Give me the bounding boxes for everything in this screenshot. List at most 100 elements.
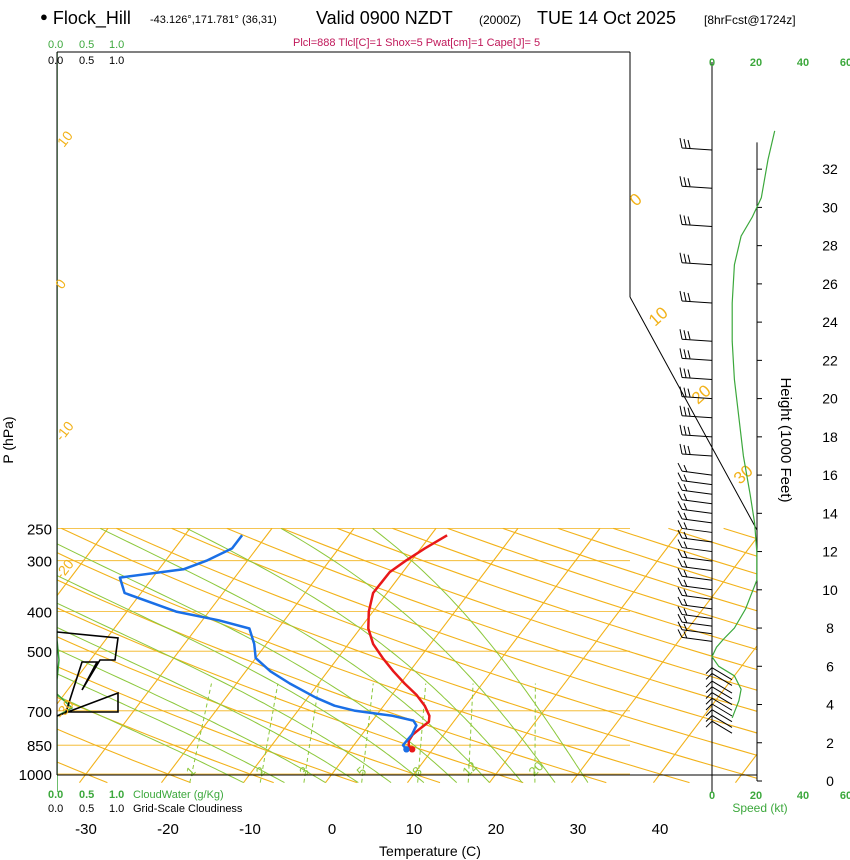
dry-adiabat-line bbox=[61, 527, 757, 779]
wind-barb bbox=[679, 443, 713, 457]
dry-adiabat-label: 30 bbox=[730, 461, 757, 488]
dry-adiabat-line bbox=[116, 527, 757, 756]
pressure-tick-label: 400 bbox=[27, 605, 52, 622]
height-tick-label: 8 bbox=[826, 620, 834, 636]
wind-barb bbox=[677, 529, 713, 543]
dry-adiabat-line bbox=[57, 552, 690, 784]
height-tick-label: 22 bbox=[822, 352, 838, 368]
cloudiness-scale-label: Grid-Scale Cloudiness bbox=[133, 803, 243, 815]
isotherm-line bbox=[489, 528, 683, 783]
cloud-scales: 0.0 0.5 1.0 CloudWater (g/Kg) 0.0 0.5 1.0 Grid-… bbox=[48, 789, 243, 815]
bottom-cloudwater-tick: 0.5 bbox=[79, 789, 94, 801]
speed-bottom-tick: 60 bbox=[840, 790, 850, 802]
dry-adiabat-line bbox=[613, 527, 757, 575]
temperature-tick-label: 30 bbox=[570, 821, 587, 838]
temperature-tick-label: -30 bbox=[75, 821, 97, 838]
forecast-info: [8hrFcst@1724z] bbox=[704, 13, 796, 27]
wind-barb bbox=[679, 367, 713, 380]
bottom-cloudiness-tick: 0.0 bbox=[48, 803, 63, 815]
dry-adiabat-line bbox=[171, 527, 757, 734]
top-cloudiness-tick: 1.0 bbox=[109, 55, 124, 67]
wind-barb bbox=[677, 558, 713, 572]
height-axis-label: Height (1000 Feet) bbox=[777, 377, 794, 502]
station-coords: -43.126°,171.781° (36,31) bbox=[150, 14, 277, 26]
speed-bottom-tick: 20 bbox=[750, 790, 762, 802]
wind-barb bbox=[677, 596, 713, 610]
station-name: Flock_Hill bbox=[52, 8, 131, 28]
cloudiness-line bbox=[57, 631, 119, 717]
wind-barb bbox=[677, 491, 713, 505]
dry-adiabat-line bbox=[668, 527, 757, 557]
isotherm-line bbox=[653, 644, 757, 783]
wind-barb bbox=[677, 481, 713, 495]
mixing-ratio-label: 2 bbox=[253, 764, 269, 780]
isotherm-label: 0 bbox=[52, 276, 70, 292]
height-tick-label: 6 bbox=[826, 658, 834, 674]
wind-barb bbox=[679, 176, 713, 189]
dry-adiabat-label: 0 bbox=[626, 190, 646, 210]
wind-barb bbox=[679, 424, 713, 438]
mixing-ratio-line bbox=[361, 683, 374, 783]
wind-barb bbox=[705, 715, 733, 728]
moist-adiabat-line bbox=[57, 626, 359, 784]
top-cloudwater-tick: 1.0 bbox=[109, 39, 124, 51]
isotherm-line bbox=[0, 528, 26, 782]
surface-dewpoint-dot bbox=[403, 746, 410, 753]
bottom-cloudiness-tick: 0.5 bbox=[79, 803, 94, 815]
isotherm-line bbox=[407, 528, 601, 783]
isotherm-line bbox=[161, 528, 355, 783]
wind-barb bbox=[705, 703, 733, 717]
moist-adiabat-line bbox=[57, 602, 392, 784]
y-axis-label: P (hPa) bbox=[0, 416, 16, 463]
speed-top-tick: 40 bbox=[797, 57, 809, 69]
wind-barb bbox=[705, 667, 733, 681]
dry-adiabat-line bbox=[57, 665, 358, 784]
isotherm-label: -10 bbox=[52, 418, 77, 444]
height-tick-label: 12 bbox=[822, 544, 838, 560]
height-tick-label: 4 bbox=[826, 697, 834, 713]
wind-barb bbox=[677, 539, 713, 553]
height-tick-label: 2 bbox=[826, 735, 834, 751]
speed-top-tick: 0 bbox=[709, 57, 715, 69]
pressure-tick-label: 1000 bbox=[19, 767, 52, 784]
dry-adiabat-line bbox=[557, 527, 757, 593]
height-tick-label: 30 bbox=[822, 199, 838, 215]
profile-series bbox=[57, 52, 448, 792]
dry-adiabat-line bbox=[337, 527, 757, 671]
wind-barb bbox=[705, 697, 733, 711]
dry-adiabat-line bbox=[0, 528, 24, 782]
temperature-tick-label: 10 bbox=[406, 821, 423, 838]
temperature-tick-label: 20 bbox=[488, 821, 505, 838]
dry-adiabat-line bbox=[57, 579, 607, 784]
dry-adiabat-line bbox=[447, 527, 757, 631]
wind-barb bbox=[679, 214, 713, 228]
dry-adiabat-line bbox=[57, 728, 191, 784]
station-marker-icon: ● bbox=[40, 9, 48, 24]
station-title: ● Flock_Hill bbox=[40, 8, 131, 36]
moist-adiabat-line bbox=[372, 528, 589, 783]
mixing-ratio-line bbox=[417, 683, 427, 783]
isotherm-line bbox=[57, 528, 109, 597]
temperature-line bbox=[367, 534, 448, 751]
background-grid: 1 2 3 5 8 12 20 bbox=[0, 527, 757, 784]
wind-barb bbox=[705, 720, 733, 734]
wind-barb bbox=[679, 386, 713, 400]
top-cloudiness-tick: 0.5 bbox=[79, 55, 94, 67]
isotherm-line bbox=[571, 536, 757, 783]
isotherm-line bbox=[57, 528, 191, 705]
valid-date: TUE 14 Oct 2025 bbox=[537, 8, 677, 28]
wind-barb bbox=[677, 621, 713, 635]
mixing-ratio-line bbox=[189, 683, 212, 783]
moist-adiabat-line bbox=[100, 527, 490, 783]
bottom-cloudiness-tick: 1.0 bbox=[109, 803, 124, 815]
dry-adiabat-label: 20 bbox=[688, 381, 715, 408]
temperature-tick-label: 40 bbox=[652, 821, 669, 838]
dewpoint-line bbox=[118, 534, 418, 751]
wind-barb bbox=[677, 510, 713, 524]
wind-barb bbox=[705, 692, 733, 705]
wind-barb bbox=[679, 405, 713, 419]
wind-barb bbox=[677, 472, 713, 486]
wind-barb bbox=[677, 606, 713, 619]
mixing-ratio-line bbox=[303, 683, 320, 783]
